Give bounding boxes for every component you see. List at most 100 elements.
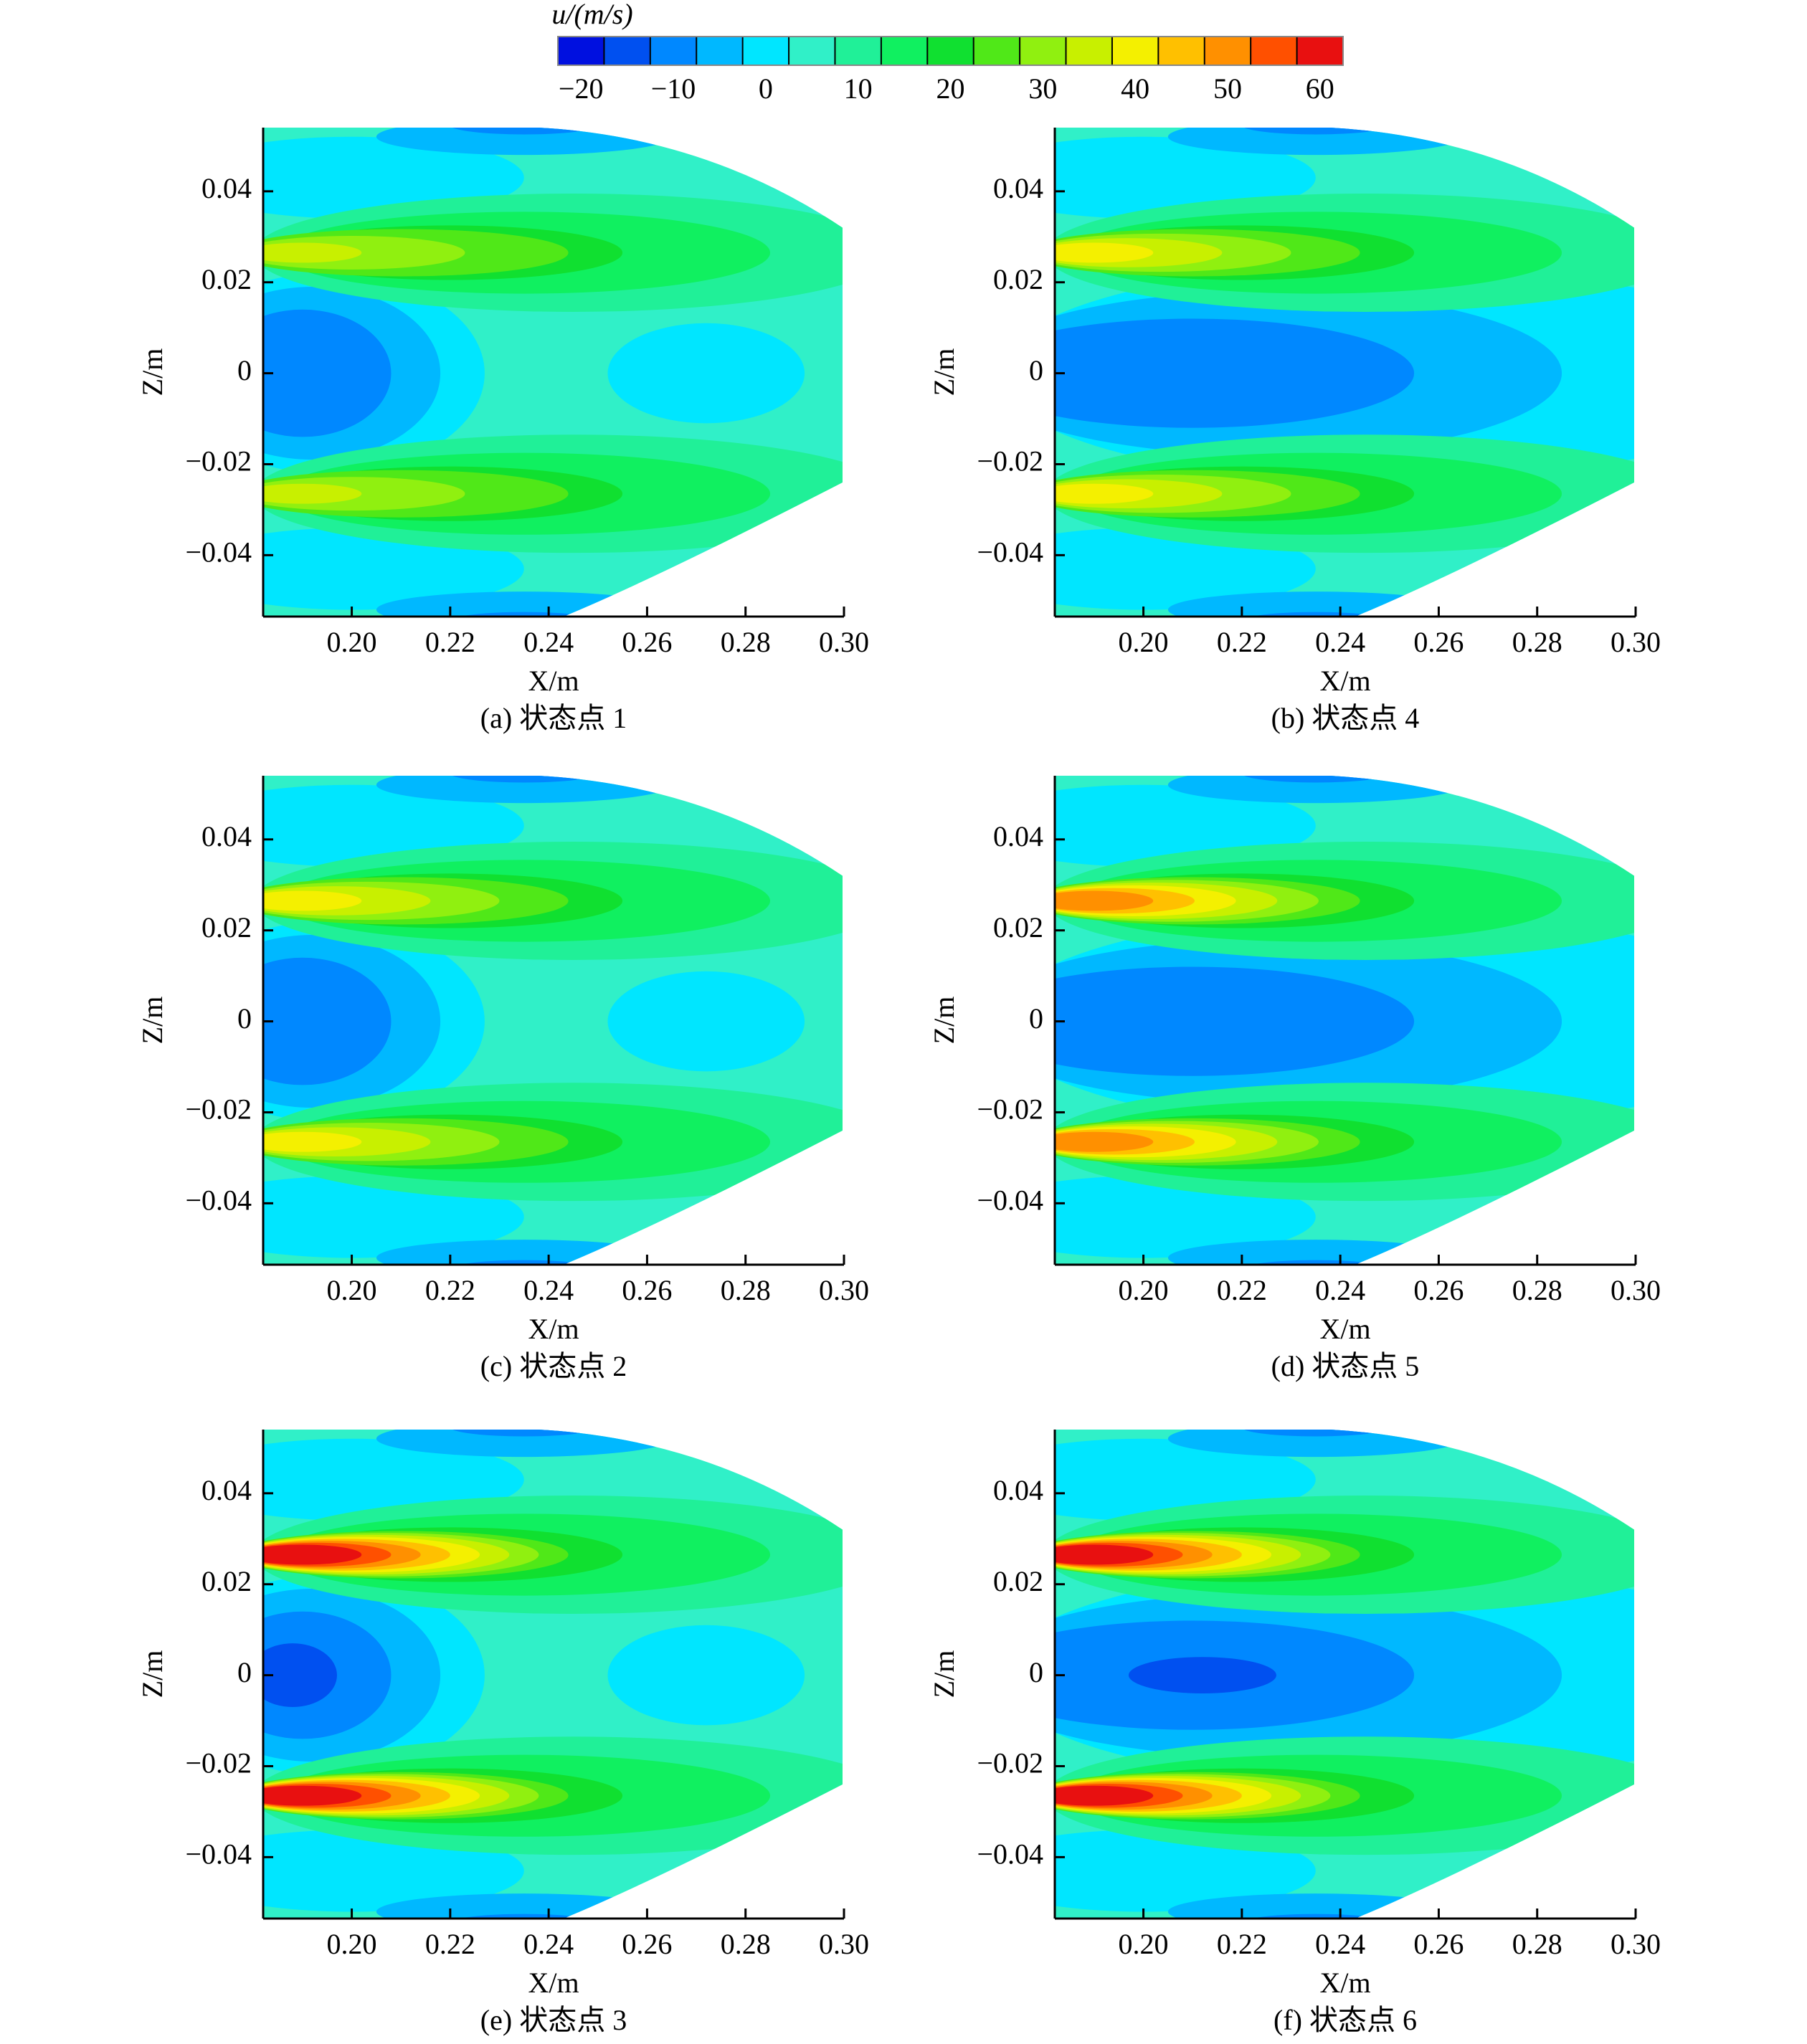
contour-region [263, 1643, 337, 1707]
x-tick-label: 0.26 [1413, 1928, 1464, 1960]
contour-region [1055, 136, 1316, 219]
x-tick-label: 0.30 [819, 1274, 869, 1306]
contour-region [263, 1785, 362, 1806]
x-tick-label: 0.22 [1217, 626, 1267, 658]
colorbar-band [1020, 37, 1067, 65]
x-tick-label: 0.24 [523, 1274, 574, 1306]
panel-caption: (e) 状态点 3 [480, 2004, 627, 2036]
contour-region [263, 1544, 362, 1565]
x-axis-label: X/m [1319, 1967, 1370, 1999]
contour-field [263, 776, 843, 1265]
contour-region [263, 483, 362, 504]
contour-region [1167, 128, 1464, 156]
colorbar-band [1066, 37, 1113, 65]
colorbar-band [789, 37, 835, 65]
contour-region [263, 1830, 524, 1912]
colorbar-band [1158, 37, 1205, 65]
panel-caption: (d) 状态点 5 [1271, 1350, 1420, 1382]
x-tick-label: 0.28 [1512, 1928, 1562, 1960]
y-tick-label: −0.04 [185, 1184, 252, 1217]
x-tick-label: 0.24 [1315, 1928, 1365, 1960]
colorbar-tick-label: 10 [844, 72, 873, 105]
contour-region [376, 591, 672, 617]
contour-region [1241, 776, 1390, 783]
y-tick-label: 0.02 [201, 263, 252, 295]
y-tick-label: 0.02 [201, 911, 252, 943]
contour-region [376, 1430, 672, 1458]
contour-region [263, 528, 524, 610]
colorbar-tick-label: −20 [559, 72, 604, 105]
colorbar-band [1296, 37, 1344, 65]
y-axis-label: Z/m [928, 1650, 960, 1698]
x-tick-label: 0.26 [622, 1928, 672, 1960]
contour-region [1167, 1893, 1464, 1919]
contour-region [263, 136, 524, 219]
contour-region [263, 784, 524, 867]
x-tick-label: 0.22 [425, 626, 475, 658]
x-tick-label: 0.20 [327, 1928, 377, 1960]
x-tick-label: 0.26 [1413, 626, 1464, 658]
contour-region [263, 1438, 524, 1521]
contour-region [263, 309, 392, 437]
contour-region [263, 242, 362, 263]
colorbar-band [1204, 37, 1251, 65]
y-tick-label: 0 [1029, 1002, 1043, 1035]
y-axis-label: Z/m [136, 1650, 169, 1698]
colorbar-tick-label: 20 [936, 72, 965, 105]
colorbar-band [881, 37, 928, 65]
colorbar-title: u/(m/s) [551, 0, 632, 30]
contour-region [263, 1176, 524, 1258]
colorbar-band [696, 37, 744, 65]
y-tick-label: 0.02 [993, 911, 1043, 943]
x-tick-label: 0.20 [1119, 1928, 1169, 1960]
contour-region [1055, 1544, 1154, 1565]
y-axis-label: Z/m [928, 997, 960, 1045]
contour-region [1055, 483, 1154, 504]
y-tick-label: 0 [1029, 1656, 1043, 1688]
y-tick-label: 0.04 [201, 1474, 252, 1506]
y-tick-label: 0.02 [993, 263, 1043, 295]
colorbar-band [650, 37, 697, 65]
y-tick-label: −0.02 [185, 445, 252, 477]
x-tick-label: 0.30 [819, 1928, 869, 1960]
x-axis-label: X/m [528, 1967, 579, 1999]
x-tick-label: 0.30 [1611, 626, 1661, 658]
x-tick-label: 0.24 [1315, 626, 1365, 658]
colorbar-band [742, 37, 789, 65]
colorbar-frame [557, 36, 1344, 66]
y-tick-label: −0.04 [185, 1838, 252, 1871]
contour-region [607, 971, 805, 1072]
contour-region [263, 957, 392, 1085]
x-tick-label: 0.26 [622, 1274, 672, 1306]
x-tick-label: 0.20 [1119, 1274, 1169, 1306]
y-tick-label: 0.04 [993, 172, 1043, 204]
contour-region [376, 776, 672, 804]
contour-region [1167, 1430, 1464, 1458]
colorbar-band [973, 37, 1020, 65]
colorbar-band [835, 37, 882, 65]
contour-region [263, 1131, 362, 1152]
contour-region [376, 128, 672, 156]
contour-region [1241, 1430, 1390, 1437]
contour-field [1055, 1430, 1634, 1919]
x-tick-label: 0.20 [327, 1274, 377, 1306]
y-tick-label: 0.04 [993, 1474, 1043, 1506]
y-tick-label: 0 [237, 354, 252, 386]
y-tick-label: −0.02 [185, 1093, 252, 1126]
contour-region [1055, 528, 1316, 610]
contour-region [1055, 966, 1415, 1076]
panel-caption: (f) 状态点 6 [1274, 2004, 1417, 2036]
x-tick-label: 0.22 [1217, 1274, 1267, 1306]
y-tick-label: −0.02 [977, 1747, 1043, 1779]
panel-caption: (a) 状态点 1 [480, 702, 627, 734]
x-axis-label: X/m [1319, 1313, 1370, 1345]
y-tick-label: −0.04 [977, 1184, 1043, 1217]
contour-region [450, 776, 598, 783]
contour-region [263, 890, 362, 911]
x-tick-label: 0.28 [1512, 626, 1562, 658]
contour-region [607, 1625, 805, 1726]
contour-field [1055, 776, 1634, 1265]
contour-field [263, 1430, 843, 1919]
colorbar-band [604, 37, 651, 65]
